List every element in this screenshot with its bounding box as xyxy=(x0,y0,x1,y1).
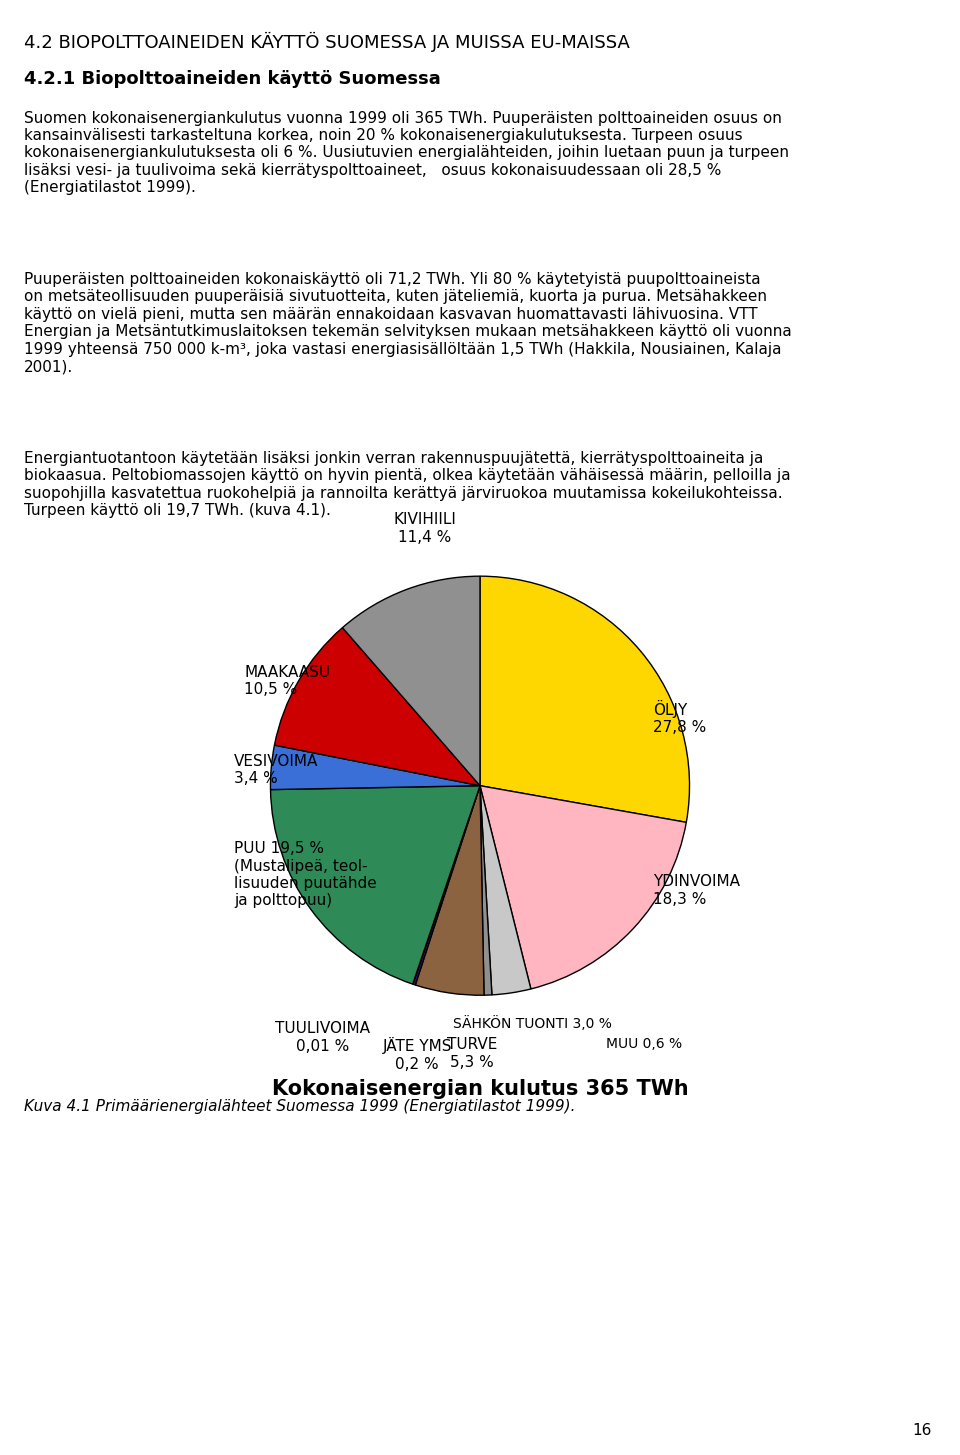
Wedge shape xyxy=(343,576,480,786)
Wedge shape xyxy=(271,745,480,790)
Text: MUU 0,6 %: MUU 0,6 % xyxy=(606,1037,682,1051)
Text: SÄHKÖN TUONTI 3,0 %: SÄHKÖN TUONTI 3,0 % xyxy=(453,1016,612,1032)
Wedge shape xyxy=(480,786,531,995)
Text: YDINVOIMA
18,3 %: YDINVOIMA 18,3 % xyxy=(653,874,740,906)
Text: TURVE
5,3 %: TURVE 5,3 % xyxy=(447,1037,497,1069)
Text: PUU 19,5 %
(Mustalipeä, teol-
lisuuden puutähde
ja polttopuu): PUU 19,5 % (Mustalipeä, teol- lisuuden p… xyxy=(234,841,376,908)
Wedge shape xyxy=(480,786,492,995)
Wedge shape xyxy=(271,786,480,984)
Wedge shape xyxy=(480,576,689,822)
Wedge shape xyxy=(413,786,480,985)
Wedge shape xyxy=(480,786,686,989)
Text: 16: 16 xyxy=(912,1423,931,1438)
Text: MAAKAASU
10,5 %: MAAKAASU 10,5 % xyxy=(244,665,330,697)
Text: ÖLJY
27,8 %: ÖLJY 27,8 % xyxy=(653,700,707,735)
Text: Suomen kokonaisenergiankulutus vuonna 1999 oli 365 TWh. Puuperäisten polttoainei: Suomen kokonaisenergiankulutus vuonna 19… xyxy=(24,111,789,195)
Text: Puuperäisten polttoaineiden kokonaiskäyttö oli 71,2 TWh. Yli 80 % käytetyistä pu: Puuperäisten polttoaineiden kokonaiskäyt… xyxy=(24,272,792,374)
Text: JÄTE YMS
0,2 %: JÄTE YMS 0,2 % xyxy=(382,1037,452,1071)
Text: Kokonaisenergian kulutus 365 TWh: Kokonaisenergian kulutus 365 TWh xyxy=(272,1080,688,1099)
Text: TUULIVOIMA
0,01 %: TUULIVOIMA 0,01 % xyxy=(276,1021,371,1053)
Text: Energiantuotantoon käytetään lisäksi jonkin verran rakennuspuujätettä, kierrätys: Energiantuotantoon käytetään lisäksi jon… xyxy=(24,451,791,518)
Wedge shape xyxy=(275,627,480,786)
Text: Kuva 4.1 Primäärienergialähteet Suomessa 1999 (Energiatilastot 1999).: Kuva 4.1 Primäärienergialähteet Suomessa… xyxy=(24,1099,575,1113)
Text: KIVIHIILI
11,4 %: KIVIHIILI 11,4 % xyxy=(394,512,456,544)
Wedge shape xyxy=(413,786,480,984)
Text: VESIVOIMA
3,4 %: VESIVOIMA 3,4 % xyxy=(234,754,318,786)
Text: 4.2 BIOPOLTTOAINEIDEN KÄYTTÖ SUOMESSA JA MUISSA EU-MAISSA: 4.2 BIOPOLTTOAINEIDEN KÄYTTÖ SUOMESSA JA… xyxy=(24,32,630,52)
Wedge shape xyxy=(416,786,484,995)
Text: 4.2.1 Biopolttoaineiden käyttö Suomessa: 4.2.1 Biopolttoaineiden käyttö Suomessa xyxy=(24,70,441,87)
